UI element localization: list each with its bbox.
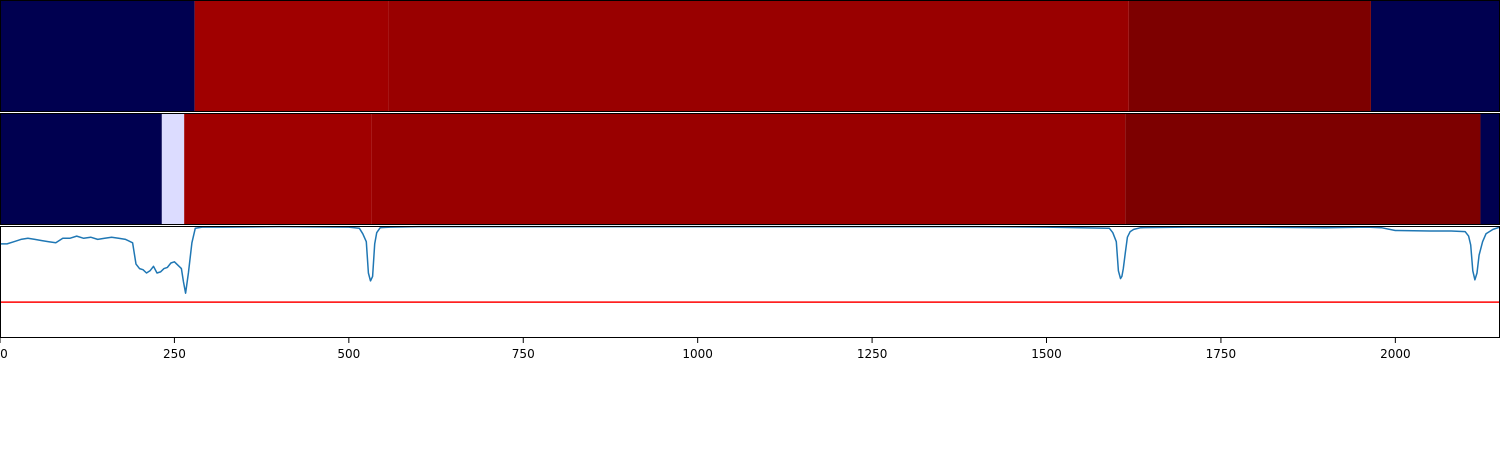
signal-line	[0, 225, 1500, 294]
segment-4	[1370, 0, 1500, 112]
segment-2	[184, 113, 372, 225]
x-tick-label: 1250	[857, 347, 888, 361]
segment-3	[371, 113, 1126, 225]
x-tick-label: 0	[0, 347, 8, 361]
x-axis: 0 250 500 750 1000 1250 1500 1750 2000	[0, 338, 1411, 361]
x-tick-label: 500	[337, 347, 360, 361]
segment-1	[194, 0, 389, 112]
middle-segmentation-panel	[0, 113, 1500, 225]
segment-2	[388, 0, 1129, 112]
top-segmentation-panel	[0, 0, 1500, 112]
segment-1	[161, 113, 185, 225]
segment-0	[0, 0, 195, 112]
x-tick-label: 1750	[1206, 347, 1237, 361]
x-tick-label: 1500	[1031, 347, 1062, 361]
segment-0	[0, 113, 162, 225]
signal-panel	[0, 225, 1500, 338]
segment-5	[1480, 113, 1500, 225]
panel-frame	[0, 226, 1500, 338]
x-tick-label: 750	[512, 347, 535, 361]
x-tick-label: 1000	[682, 347, 713, 361]
segment-3	[1128, 0, 1371, 112]
x-tick-label: 2000	[1380, 347, 1411, 361]
segment-4	[1125, 113, 1481, 225]
x-tick-label: 250	[163, 347, 186, 361]
